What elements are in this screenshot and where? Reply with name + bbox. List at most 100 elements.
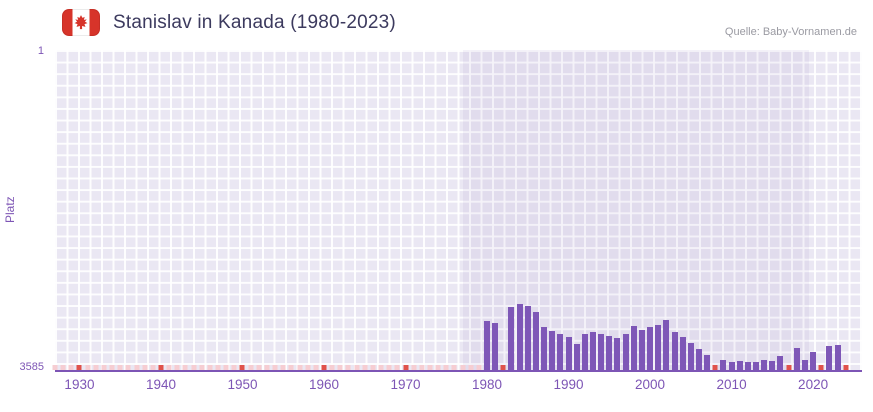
bar-1981[interactable]	[492, 323, 499, 370]
no-data-marker	[451, 365, 457, 370]
x-tick-1980: 1980	[471, 377, 503, 392]
bar-2007[interactable]	[704, 355, 711, 370]
bar-1983[interactable]	[508, 307, 515, 370]
no-data-marker	[280, 365, 286, 370]
no-data-marker	[272, 365, 278, 370]
no-data-marker	[443, 365, 449, 370]
bar-1984[interactable]	[516, 304, 523, 370]
bar-1980[interactable]	[484, 321, 491, 370]
no-data-marker	[101, 365, 107, 370]
no-data-marker	[460, 365, 466, 370]
bar-2001[interactable]	[655, 324, 662, 370]
bar-1989[interactable]	[557, 333, 564, 370]
no-data-marker	[435, 365, 441, 370]
bar-2009[interactable]	[720, 359, 727, 370]
bar-1996[interactable]	[614, 338, 621, 370]
bar-1993[interactable]	[589, 332, 596, 370]
no-data-marker-accent	[843, 365, 849, 370]
no-data-marker-accent	[712, 365, 718, 370]
bar-1999[interactable]	[638, 330, 645, 370]
no-data-marker	[297, 365, 303, 370]
no-data-marker	[419, 365, 425, 370]
highlight-band	[462, 50, 809, 370]
no-data-marker	[329, 365, 335, 370]
bar-1986[interactable]	[532, 311, 539, 370]
x-tick-1960: 1960	[308, 377, 340, 392]
bar-1995[interactable]	[606, 335, 613, 370]
no-data-marker-accent	[76, 365, 82, 370]
no-data-marker	[199, 365, 205, 370]
no-data-marker	[256, 365, 262, 370]
no-data-marker	[231, 365, 237, 370]
no-data-marker	[52, 365, 58, 370]
bar-1992[interactable]	[581, 333, 588, 370]
bar-2023[interactable]	[834, 344, 841, 370]
bar-1997[interactable]	[622, 333, 629, 370]
no-data-marker	[125, 365, 131, 370]
no-data-marker	[223, 365, 229, 370]
bar-1985[interactable]	[524, 306, 531, 370]
bar-1998[interactable]	[630, 325, 637, 370]
bar-1991[interactable]	[573, 343, 580, 370]
y-tick-bottom: 3585	[19, 361, 44, 373]
no-data-marker	[174, 365, 180, 370]
no-data-marker-accent	[500, 365, 506, 370]
plot-area	[52, 50, 862, 372]
bar-2018[interactable]	[793, 348, 800, 370]
bar-2015[interactable]	[769, 360, 776, 370]
no-data-marker	[345, 365, 351, 370]
x-tick-2020: 2020	[798, 377, 829, 392]
no-data-marker	[370, 365, 376, 370]
canada-flag-icon	[62, 9, 100, 36]
bar-2019[interactable]	[801, 359, 808, 370]
no-data-marker	[411, 365, 417, 370]
no-data-marker-accent	[239, 365, 245, 370]
bar-2002[interactable]	[663, 319, 670, 370]
bar-1987[interactable]	[541, 326, 548, 370]
bar-2010[interactable]	[728, 362, 735, 370]
no-data-marker	[264, 365, 270, 370]
bar-2005[interactable]	[687, 342, 694, 370]
bar-2016[interactable]	[777, 356, 784, 370]
no-data-marker-accent	[321, 365, 327, 370]
x-tick-1930: 1930	[64, 377, 95, 392]
bar-1990[interactable]	[565, 336, 572, 370]
bar-2020[interactable]	[810, 351, 817, 370]
x-axis: 1930 1940 1950 1960 1970 1980 1990 2000 2010 2020	[55, 377, 862, 399]
no-data-marker	[362, 365, 368, 370]
no-data-marker	[150, 365, 156, 370]
x-tick-1990: 1990	[553, 377, 584, 392]
bar-2014[interactable]	[761, 359, 768, 370]
bar-2006[interactable]	[695, 349, 702, 370]
no-data-marker	[142, 365, 148, 370]
no-data-marker-accent	[786, 365, 792, 370]
no-data-marker-accent	[818, 365, 824, 370]
source-link[interactable]: Quelle: Baby-Vornamen.de	[724, 26, 857, 38]
bar-2013[interactable]	[753, 361, 760, 370]
no-data-marker	[394, 365, 400, 370]
bar-1988[interactable]	[549, 331, 556, 370]
no-data-marker	[93, 365, 99, 370]
no-data-marker	[248, 365, 254, 370]
bar-2012[interactable]	[744, 362, 751, 370]
no-data-marker-accent	[403, 365, 408, 370]
bar-1994[interactable]	[598, 333, 605, 370]
x-tick-2000: 2000	[635, 377, 666, 392]
bar-2003[interactable]	[671, 332, 678, 370]
no-data-marker	[378, 365, 384, 370]
no-data-marker	[288, 365, 294, 370]
bar-2000[interactable]	[647, 326, 654, 370]
no-data-marker	[117, 365, 123, 370]
no-data-marker	[468, 365, 474, 370]
bar-2022[interactable]	[826, 346, 833, 370]
no-data-marker	[305, 365, 311, 370]
x-tick-1950: 1950	[227, 377, 258, 392]
no-data-marker	[476, 365, 482, 370]
no-data-marker	[313, 365, 319, 370]
no-data-marker	[215, 365, 221, 370]
bar-2004[interactable]	[679, 337, 686, 370]
chart-title: Stanislav in Kanada (1980-2023)	[113, 12, 396, 33]
x-tick-1970: 1970	[390, 377, 421, 392]
no-data-marker-accent	[158, 365, 164, 370]
bar-2011[interactable]	[736, 360, 743, 370]
